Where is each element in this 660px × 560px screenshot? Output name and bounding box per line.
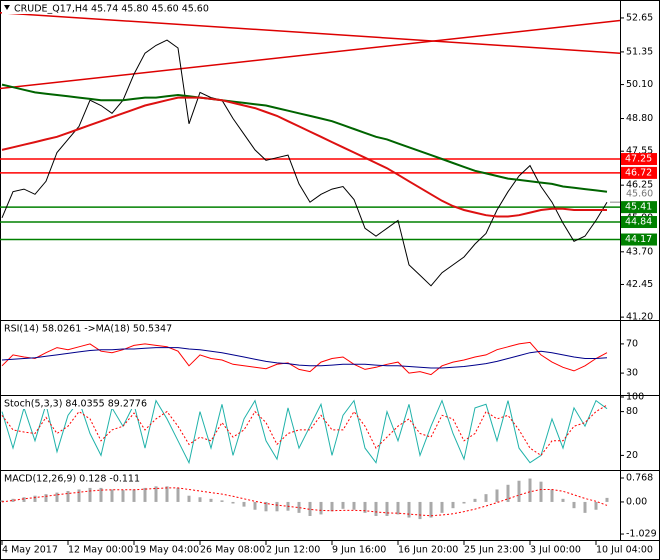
y-tick-label: 20 [626, 450, 638, 461]
series-line [1, 347, 608, 369]
last-price-label: 45.60 [626, 189, 653, 200]
y-tick-label: 43.70 [626, 246, 653, 257]
y-tick-label: 30 [626, 368, 638, 379]
level-label: 45.41 [625, 202, 652, 213]
series-line [1, 83, 608, 193]
y-tick-label: 100 [626, 392, 644, 403]
level-tag [621, 233, 657, 246]
level-tag [621, 216, 657, 229]
trend-line [0, 11, 621, 54]
y-tick-label: 41.20 [626, 312, 653, 323]
panel-title: CRUDE_Q17,H4 45.74 45.80 45.60 45.60 [14, 4, 209, 15]
y-tick-label: 46.25 [626, 180, 653, 191]
y-tick-label: 50.10 [626, 79, 653, 90]
title-arrow [4, 5, 10, 10]
y-tick-label: 42.45 [626, 279, 653, 290]
level-label: 44.84 [625, 217, 652, 228]
title-bg [2, 323, 175, 334]
series-line [1, 39, 608, 287]
series-line [1, 399, 608, 465]
x-tick-label: 26 May 08:00 [200, 545, 265, 556]
x-tick-label: 2 Jun 12:00 [266, 545, 320, 556]
y-tick-label: 52.65 [626, 12, 653, 23]
level-tag [621, 166, 657, 179]
y-tick-label: 47.55 [626, 146, 653, 157]
trend-line [0, 19, 621, 90]
title-bg [2, 3, 211, 14]
x-tick-label: 16 Jun 20:00 [398, 545, 458, 556]
y-tick-label: 80 [626, 406, 638, 417]
x-tick-label: 3 Jul 00:00 [530, 545, 581, 556]
level-tag [621, 201, 657, 214]
y-tick-label: 70 [626, 338, 638, 349]
series-line [1, 404, 608, 457]
y-tick-label: 0.768 [626, 472, 653, 483]
y-tick-label: 0.00 [626, 496, 647, 507]
x-tick-label: 12 May 00:00 [68, 545, 133, 556]
x-tick-label: 19 May 04:00 [134, 545, 199, 556]
x-tick-label: 9 Jun 16:00 [332, 545, 386, 556]
title-bg [2, 398, 150, 409]
level-label: 47.25 [625, 154, 652, 165]
y-tick-label: 51.35 [626, 46, 653, 57]
level-label: 46.72 [625, 167, 652, 178]
series-line [1, 341, 608, 376]
panel-title: RSI(14) 58.0261 ->MA(18) 50.5347 [4, 324, 172, 335]
x-tick-label: 10 Jul 04:00 [596, 545, 653, 556]
title-bg [2, 473, 143, 484]
panel-title: Stoch(5,3,3) 84.0355 89.2776 [4, 399, 147, 410]
series-line [1, 96, 607, 218]
level-tag [621, 153, 657, 166]
panel-title: MACD(12,26,9) 0.128 -0.111 [4, 474, 140, 485]
y-tick-label: 48.80 [626, 113, 653, 124]
y-tick-label: -1.029 [626, 529, 657, 540]
level-label: 44.17 [625, 234, 652, 245]
series-line [1, 487, 608, 517]
x-tick-label: 4 May 2017 [2, 545, 58, 556]
x-tick-label: 25 Jun 23:00 [464, 545, 524, 556]
